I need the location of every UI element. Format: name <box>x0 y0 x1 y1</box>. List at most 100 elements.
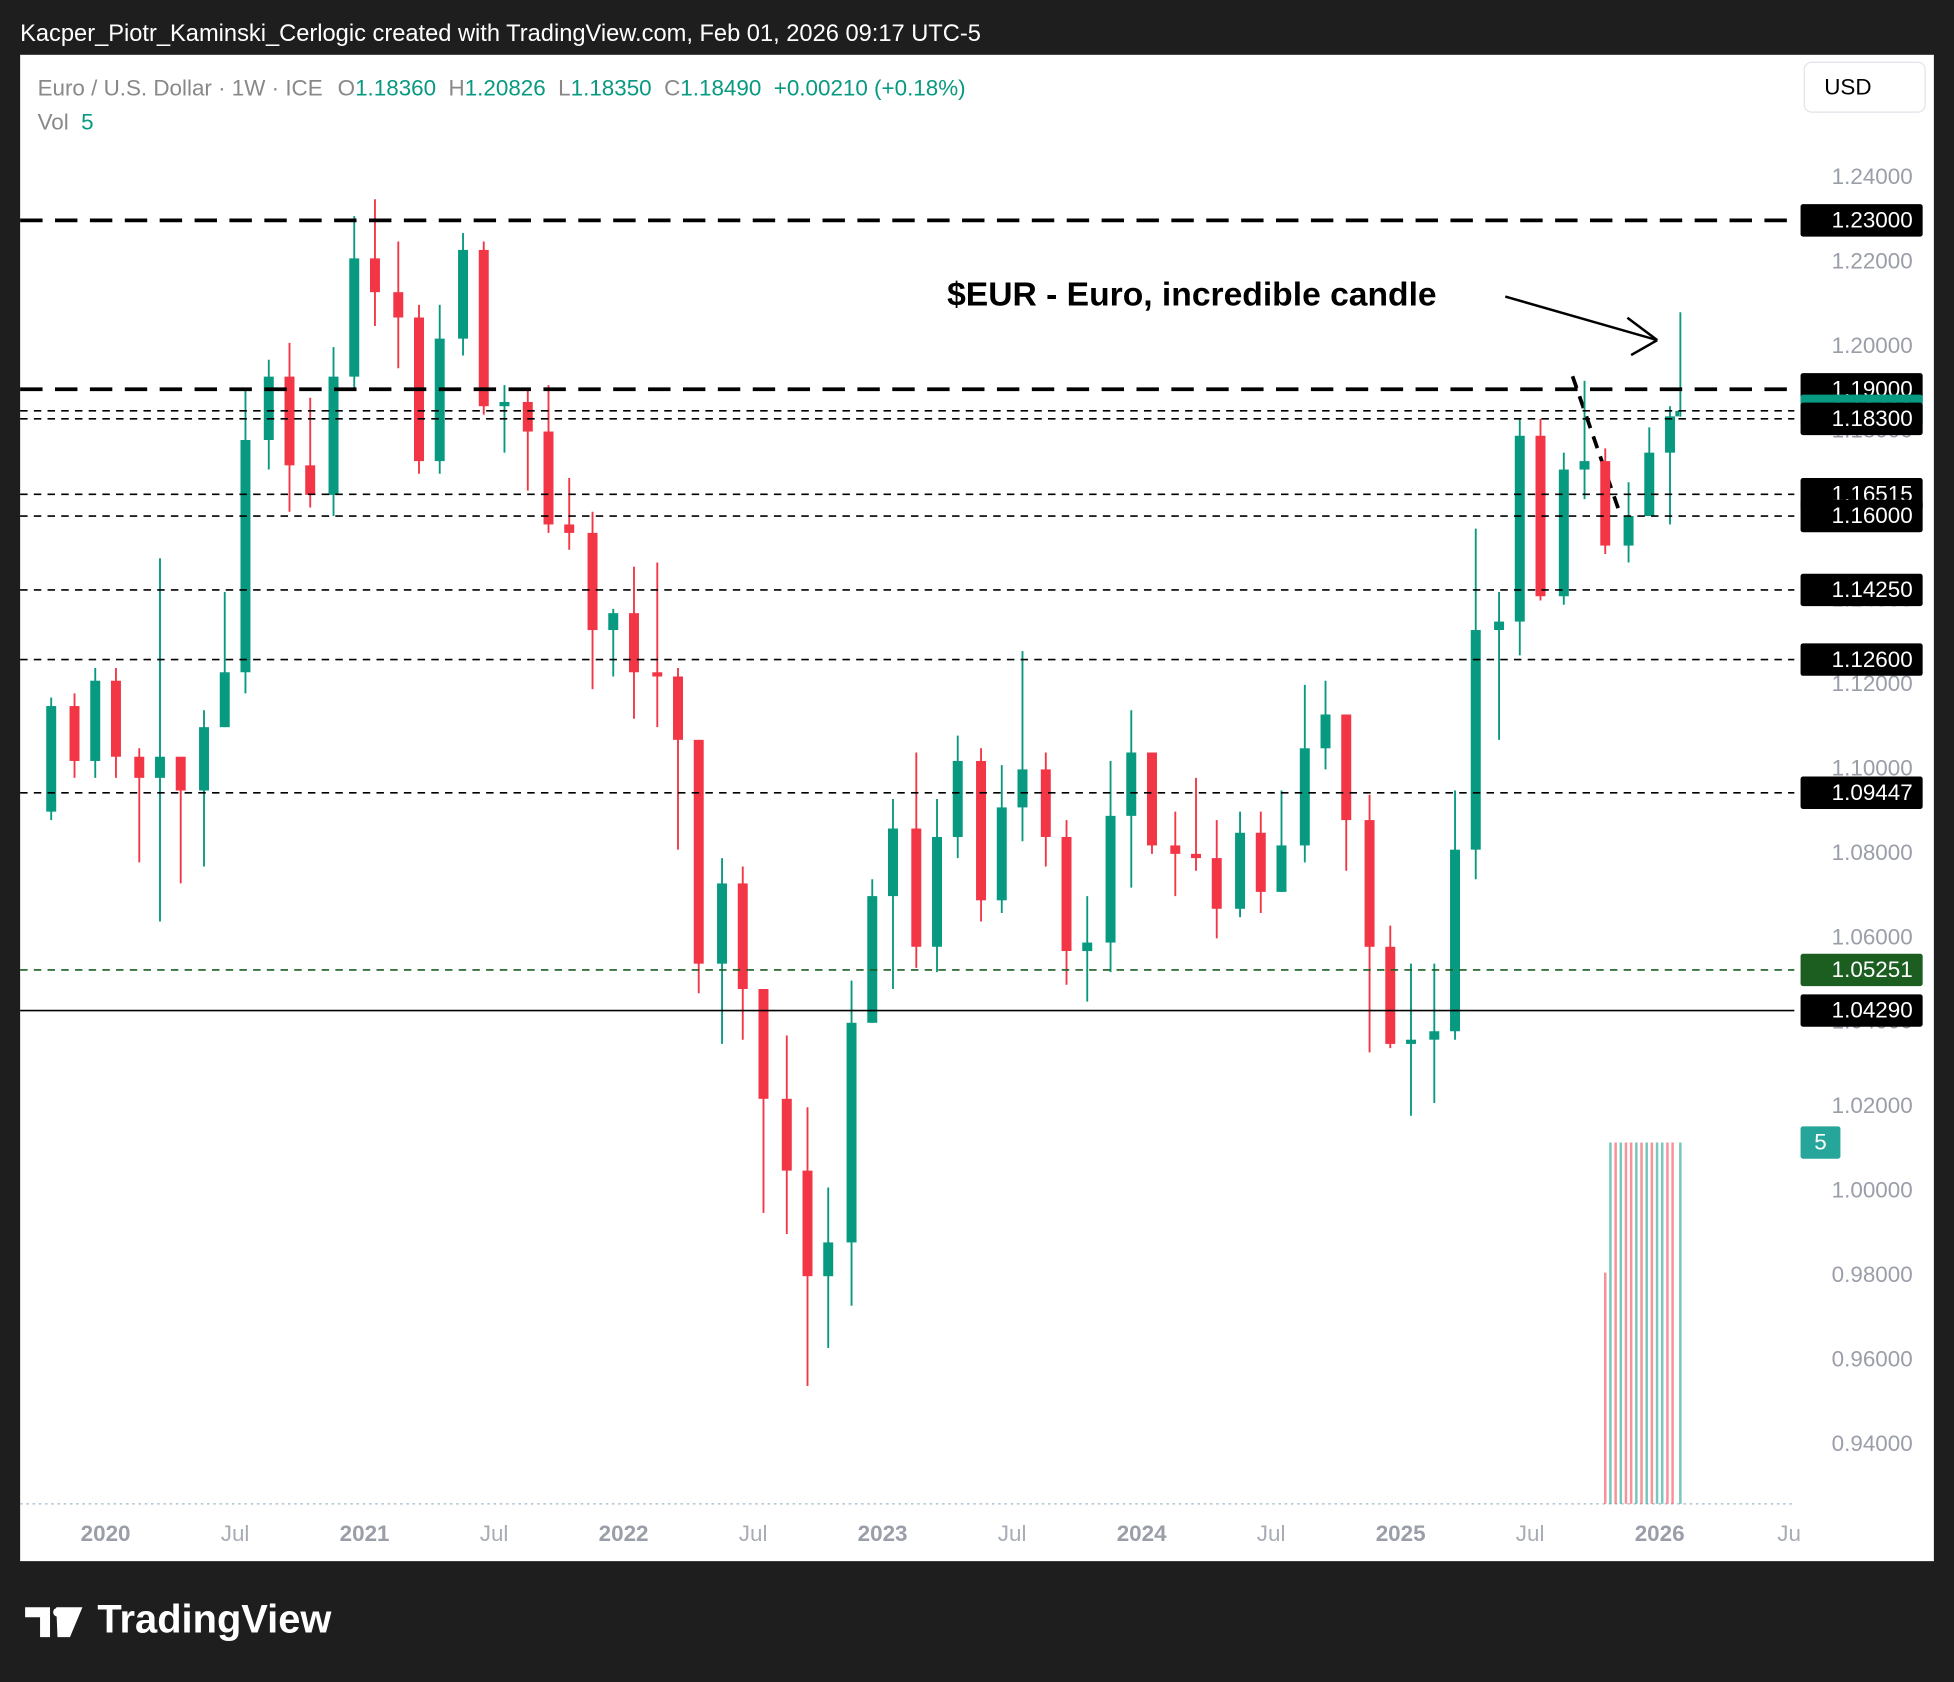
candle-body <box>1126 752 1137 816</box>
candle <box>846 980 857 1306</box>
x-tick-label: Jul <box>221 1521 250 1546</box>
candle <box>1255 811 1266 913</box>
candle-body <box>1623 516 1634 546</box>
legend: Euro / U.S. Dollar · 1W · ICE O1.18360 H1.… <box>38 76 966 101</box>
candle-body <box>887 828 898 897</box>
candle-body <box>543 431 554 525</box>
volume-bar <box>1671 1142 1674 1504</box>
candle <box>1082 896 1093 1002</box>
candle-body <box>1429 1031 1440 1040</box>
logo-dot <box>53 1607 62 1617</box>
candle-body <box>110 680 121 757</box>
level-tag <box>1800 573 1923 607</box>
candle-body <box>693 739 704 964</box>
candle-body <box>1470 630 1481 850</box>
candle-body <box>911 828 922 947</box>
candle <box>1040 752 1051 867</box>
volume-bar <box>1604 1272 1607 1504</box>
candle <box>564 477 575 550</box>
candle <box>263 359 274 470</box>
candle <box>284 342 295 512</box>
candle-body <box>1450 849 1461 1032</box>
candle <box>1600 448 1611 555</box>
candle <box>1364 794 1375 1053</box>
candle-body <box>628 613 639 673</box>
candle <box>458 233 469 356</box>
candle <box>155 558 165 922</box>
candle-body <box>1299 748 1310 846</box>
candle-body <box>1675 410 1680 417</box>
candle-body <box>1170 845 1181 854</box>
annotation-arrow <box>1504 295 1659 357</box>
candle <box>1385 925 1396 1049</box>
candle-body <box>932 836 942 947</box>
candle <box>1147 752 1157 854</box>
x-tick-label: Jul <box>480 1521 509 1546</box>
candle <box>543 385 554 533</box>
candle <box>758 989 769 1213</box>
symbol: Euro / U.S. Dollar · 1W · ICE <box>38 76 323 101</box>
y-tick-label: 1.08000 <box>1832 840 1913 865</box>
currency[interactable]: USD <box>1824 74 1871 99</box>
candle-body <box>1364 820 1375 947</box>
candle-body <box>652 672 663 677</box>
volume-tag <box>1800 1126 1841 1159</box>
volume-bar <box>1629 1142 1633 1504</box>
level-label: 1.16000 <box>1832 503 1913 528</box>
candle-body <box>867 896 878 1023</box>
y-tick-label: 1.02000 <box>1832 1093 1913 1118</box>
candle-body <box>1341 714 1352 821</box>
candle <box>781 1035 792 1234</box>
candle-body <box>1406 1039 1416 1044</box>
volume-bar <box>1624 1142 1628 1504</box>
x-tick-label: 2025 <box>1376 1521 1426 1546</box>
candle <box>802 1107 813 1387</box>
candle <box>1450 790 1461 1040</box>
annotation: $EUR - Euro, incredible candle <box>947 276 1437 313</box>
y-tick-label: 1.10000 <box>1832 755 1913 780</box>
candle-body <box>976 760 987 901</box>
volume-bar <box>1666 1142 1669 1504</box>
candle <box>867 879 878 1023</box>
candle-body <box>1105 815 1116 943</box>
candle-body <box>1082 942 1093 952</box>
candle <box>1514 418 1525 656</box>
high-key: H <box>449 76 465 101</box>
candle-body <box>564 524 575 533</box>
candle-body <box>90 680 101 761</box>
x-tick-label: Jul <box>998 1521 1027 1546</box>
candle <box>717 858 728 1044</box>
brand-logo: TradingView <box>25 1598 332 1642</box>
candle-body <box>1385 946 1396 1044</box>
volume-bar <box>1650 1142 1654 1504</box>
candle-body <box>263 376 274 440</box>
x-tick-label: Jul <box>739 1521 768 1546</box>
x-tick-label: Jul <box>1257 1521 1286 1546</box>
volume-bar <box>1660 1142 1664 1504</box>
candle <box>1623 482 1634 563</box>
candle <box>90 668 101 778</box>
volume-bar <box>1655 1142 1659 1504</box>
credit: Kacper_Piotr_Kaminski_Cerlogic created w… <box>20 21 981 47</box>
level-label: 1.12600 <box>1832 647 1913 672</box>
x-tick-label: 2024 <box>1117 1521 1167 1546</box>
candle <box>478 241 489 415</box>
x-tick-label: 2021 <box>340 1521 390 1546</box>
plot-area <box>46 199 1682 1504</box>
candle-body <box>996 807 1007 901</box>
x-tick-label: 2023 <box>858 1521 908 1546</box>
candle-body <box>1644 452 1655 517</box>
candle-body <box>737 883 748 990</box>
candle-body <box>1558 469 1569 597</box>
y-tick-label: 0.96000 <box>1832 1347 1913 1372</box>
candle <box>1341 714 1352 871</box>
candle-body <box>1514 435 1525 622</box>
candle <box>823 1187 834 1348</box>
candle <box>887 798 898 990</box>
currency-button[interactable] <box>1803 61 1926 113</box>
candle-body <box>369 258 380 293</box>
candle-body <box>46 706 57 812</box>
candle-body <box>1147 752 1157 846</box>
